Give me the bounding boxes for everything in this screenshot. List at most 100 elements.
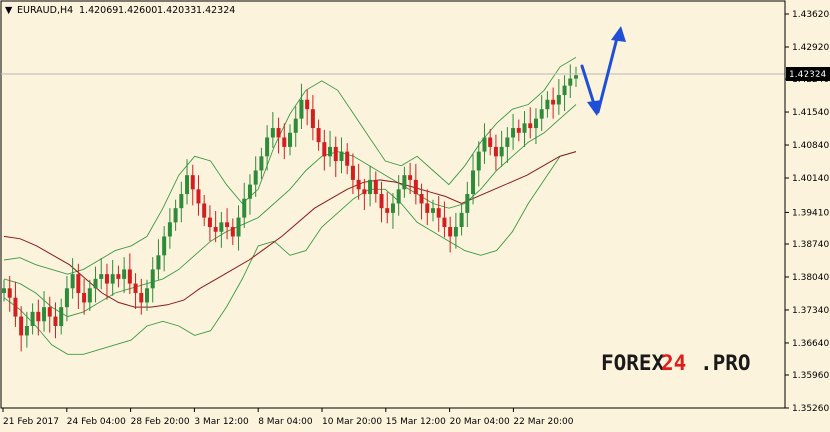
candle: [104, 263, 109, 300]
symbol-menu-icon[interactable]: ▼: [5, 5, 13, 16]
candle-body: [505, 137, 510, 147]
ohlc-high: 1.42600: [118, 5, 157, 16]
candle: [179, 181, 184, 223]
candle: [413, 163, 418, 205]
candle: [202, 194, 207, 227]
candle: [431, 199, 435, 222]
candle: [139, 278, 144, 315]
chart-header: ▼ EURAUD,H4 1.42069 1.42600 1.42033 1.42…: [5, 5, 235, 16]
time-tick-label: 3 Mar 12:00: [194, 417, 249, 427]
forecast-arrows: [580, 26, 626, 116]
candle-body: [179, 194, 184, 209]
candle-body: [82, 293, 87, 303]
current-price-label: 1.42324: [789, 70, 826, 80]
candle: [276, 117, 281, 154]
time-tick-label: 22 Mar 20:00: [513, 417, 573, 427]
brand-watermark: FOREX 24 .PRO: [601, 351, 751, 375]
candle-body: [345, 151, 350, 166]
candle-body: [59, 307, 64, 326]
candle-body: [379, 194, 384, 209]
candle-body: [442, 217, 447, 228]
candle-body: [362, 189, 367, 195]
candle-body: [2, 288, 6, 294]
moving-average: [3, 151, 577, 308]
candle-body: [70, 274, 75, 289]
ohlc-low: 1.42033: [157, 5, 196, 16]
candle-body: [36, 311, 41, 322]
candle: [396, 175, 401, 216]
price-tick-label: 1.40840: [792, 141, 829, 151]
candle: [465, 181, 470, 228]
candle: [167, 208, 172, 249]
candle: [76, 263, 81, 310]
price-tick-label: 1.41540: [792, 108, 829, 118]
ohlc-close: 1.42324: [196, 5, 235, 16]
time-tick-label: 8 Mar 04:00: [258, 417, 313, 427]
candle-body: [448, 227, 453, 237]
candle: [488, 128, 493, 156]
candle-body: [328, 146, 333, 157]
time-tick-label: 15 Mar 12:00: [386, 417, 446, 427]
candle: [385, 192, 390, 224]
candle-body: [551, 99, 556, 105]
candle: [362, 178, 367, 211]
candle-body: [219, 222, 224, 232]
candle-body: [19, 316, 24, 336]
candle-body: [299, 99, 304, 119]
candle: [259, 147, 264, 179]
candle: [436, 195, 441, 232]
brand-part-2: 24: [661, 351, 686, 375]
candle-body: [413, 179, 418, 195]
candle-body: [150, 269, 155, 289]
candle: [316, 119, 321, 151]
candle: [419, 183, 424, 220]
candle-body: [522, 123, 527, 133]
candle-body: [173, 208, 178, 223]
candle-body: [42, 307, 47, 322]
candle: [305, 89, 310, 126]
price-tick-label: 1.38040: [792, 273, 829, 283]
candle: [402, 166, 407, 198]
candle: [499, 130, 504, 167]
candle: [328, 130, 333, 167]
current-price-box: [786, 67, 830, 81]
candle: [556, 79, 561, 115]
candle-body: [259, 156, 264, 171]
candle-body: [276, 128, 281, 138]
candle: [162, 226, 167, 272]
candle: [511, 113, 516, 150]
candle-body: [13, 297, 18, 317]
candle: [288, 124, 292, 156]
candle: [213, 211, 218, 243]
candle-body: [482, 137, 487, 152]
candle: [453, 212, 458, 249]
candle: [253, 156, 258, 197]
candle: [539, 95, 544, 131]
candle-body: [139, 293, 144, 303]
candle: [116, 265, 121, 288]
moving-average-line: [3, 151, 577, 308]
candle: [299, 83, 304, 129]
candle: [356, 163, 361, 200]
candle: [64, 276, 69, 322]
candle-body: [556, 95, 561, 105]
candle: [196, 175, 201, 216]
candle-body: [310, 109, 315, 129]
price-tick-label: 1.35260: [792, 404, 829, 414]
candle: [562, 75, 567, 112]
candle: [42, 291, 47, 332]
candle-body: [207, 217, 212, 228]
candle-body: [185, 175, 190, 195]
candle-body: [493, 146, 498, 157]
candle-body: [459, 212, 464, 228]
candle-body: [574, 75, 578, 79]
candle-body: [76, 274, 81, 294]
candle-body: [533, 118, 538, 129]
candle-body: [167, 222, 172, 237]
candle-body: [24, 325, 29, 336]
candle-body: [356, 179, 361, 190]
candle: [110, 260, 115, 296]
candle: [322, 129, 327, 171]
candle: [127, 253, 132, 294]
